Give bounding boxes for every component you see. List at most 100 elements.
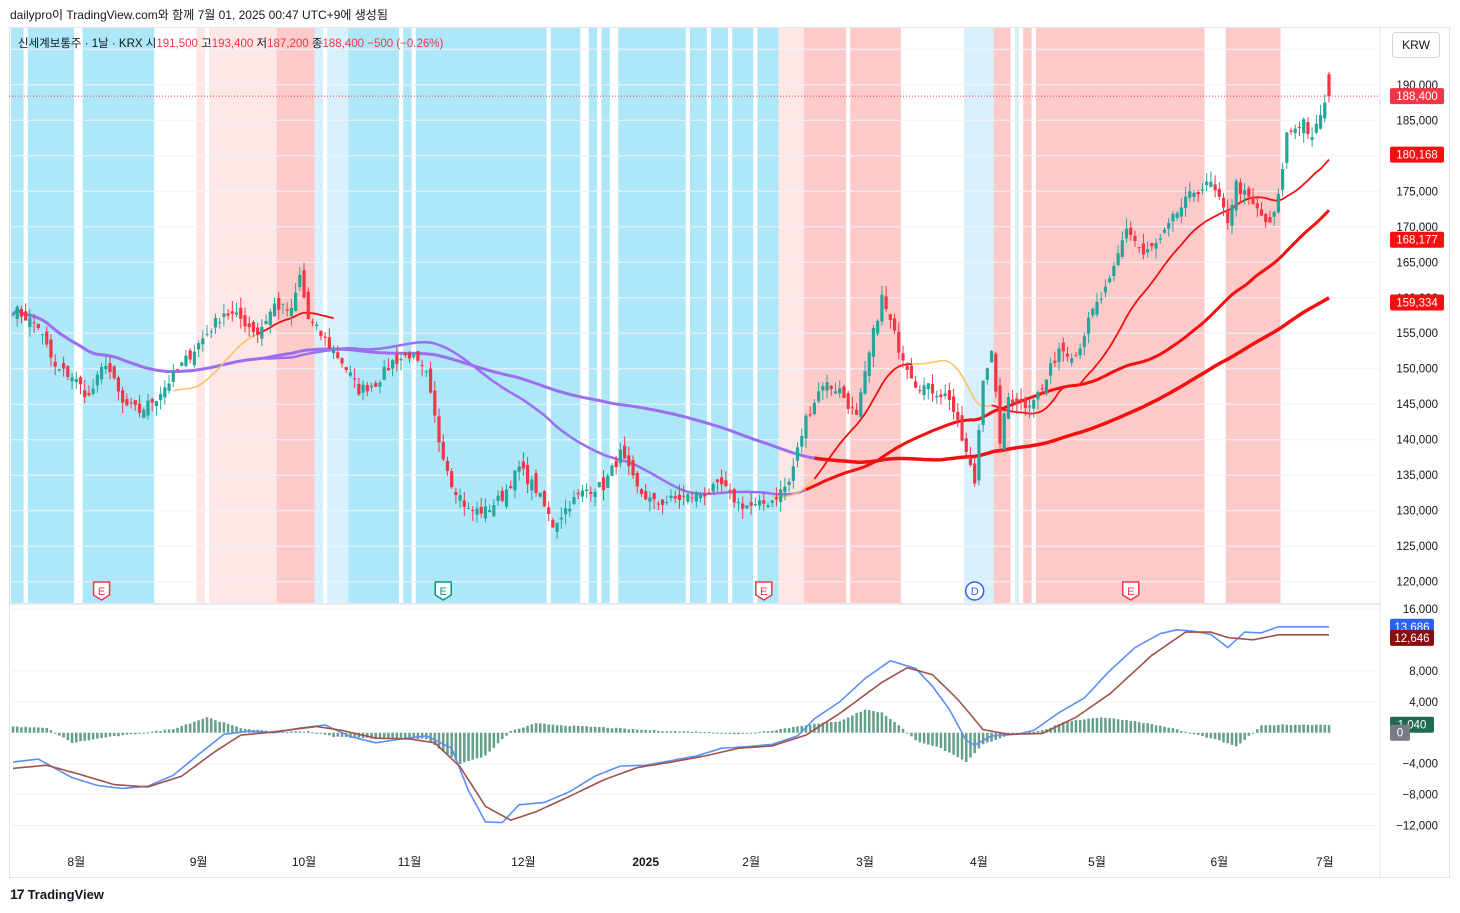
candle-body [361, 384, 365, 393]
candle-body [395, 354, 399, 364]
candle [880, 285, 884, 326]
candle [171, 363, 175, 387]
candle-body [327, 337, 331, 349]
candle [808, 406, 812, 418]
currency-button[interactable]: KRW [1392, 32, 1440, 58]
macd-histogram-bar [749, 732, 753, 734]
candle [116, 375, 121, 401]
candle-body [496, 495, 500, 501]
candle [222, 304, 226, 327]
legend-close-label: 종 [311, 38, 323, 50]
candle-body [601, 477, 606, 491]
candle [943, 384, 947, 400]
candle [1027, 400, 1032, 418]
macd-histogram-bar [311, 732, 314, 734]
candle [1044, 379, 1049, 396]
candle [618, 443, 622, 468]
candle-body [475, 508, 479, 515]
candle [795, 442, 800, 468]
macd-histogram-bar [484, 732, 487, 756]
macd-histogram-bar [555, 725, 559, 733]
macd-histogram-bar [1188, 732, 1192, 734]
candle [285, 302, 289, 317]
macd-histogram-bar [804, 725, 808, 733]
candle-body [880, 294, 884, 322]
candle-body [1095, 301, 1099, 315]
candle-body [471, 509, 475, 511]
candle [298, 266, 302, 291]
candle-body [905, 365, 909, 370]
legend-open: 191,500 [156, 38, 198, 50]
candle-body [374, 382, 378, 387]
macd-histogram-bar [813, 723, 816, 733]
macd-histogram-bar [226, 723, 230, 733]
candle-body [728, 489, 732, 491]
macd-histogram-bar [328, 732, 331, 736]
macd-histogram-bar [1260, 725, 1263, 733]
macd-histogram-bar [214, 720, 217, 733]
candle [1323, 94, 1327, 123]
price-tick: 135,000 [1396, 470, 1438, 482]
candle [348, 365, 353, 378]
macd-histogram-bar [766, 731, 770, 733]
macd-histogram-bar [737, 732, 740, 735]
candle-body [62, 363, 66, 369]
candle [403, 352, 407, 358]
candle-body [989, 351, 994, 363]
candle [994, 351, 998, 398]
candle [770, 499, 774, 508]
price-label-text: 168,177 [1396, 235, 1438, 247]
candle [184, 350, 188, 368]
price-label-text: 159,334 [1396, 297, 1438, 309]
candle-body [585, 489, 589, 492]
band-lightblue [1014, 28, 1019, 603]
event-marker-label: E [440, 586, 447, 598]
candle-body [500, 490, 504, 501]
candle [462, 491, 466, 516]
candle [1306, 117, 1310, 140]
candle-body [787, 481, 791, 486]
price-label-bg [1390, 294, 1444, 311]
candle [665, 495, 669, 506]
macd-histogram-bar [1289, 725, 1293, 733]
macd-histogram-bar [1239, 732, 1242, 744]
macd-histogram-bar [1218, 732, 1221, 741]
macd-histogram-bar [467, 732, 470, 762]
candle-body [357, 383, 361, 395]
candle-body [1112, 265, 1116, 277]
candle [159, 386, 163, 410]
candle [854, 402, 859, 416]
candle-body [247, 323, 251, 328]
candle [53, 354, 57, 376]
candle [49, 333, 53, 367]
macd-histogram-bar [1087, 718, 1090, 733]
candle [589, 486, 593, 502]
candle-body [639, 489, 644, 494]
event-marker-shape [755, 581, 773, 601]
macd-histogram-bar [1028, 731, 1031, 733]
band-blue [348, 28, 399, 603]
candle-body [1040, 388, 1044, 390]
macd-histogram-bar [1154, 725, 1158, 733]
macd-histogram-bar [374, 732, 378, 739]
candle-body [70, 377, 74, 382]
candle [395, 346, 399, 372]
candle [1116, 245, 1120, 267]
candle [1141, 233, 1146, 260]
candle [310, 318, 315, 327]
macd-histogram-bar [1230, 732, 1234, 745]
candle [289, 298, 293, 326]
macd-histogram-bar [176, 727, 179, 733]
macd-histogram-bar [648, 730, 652, 733]
footer-brand[interactable]: 17 TradingView [10, 886, 104, 902]
macd-histogram-bar [378, 732, 382, 739]
macd-histogram-bar [522, 727, 525, 733]
price-tick: 185,000 [1396, 115, 1438, 127]
candle [1023, 396, 1027, 416]
macd-histogram-bar [1226, 732, 1230, 744]
macd-histogram-bar [593, 726, 597, 733]
macd-histogram-bar [1272, 725, 1276, 733]
candle-body [256, 327, 260, 335]
candle [45, 326, 49, 348]
